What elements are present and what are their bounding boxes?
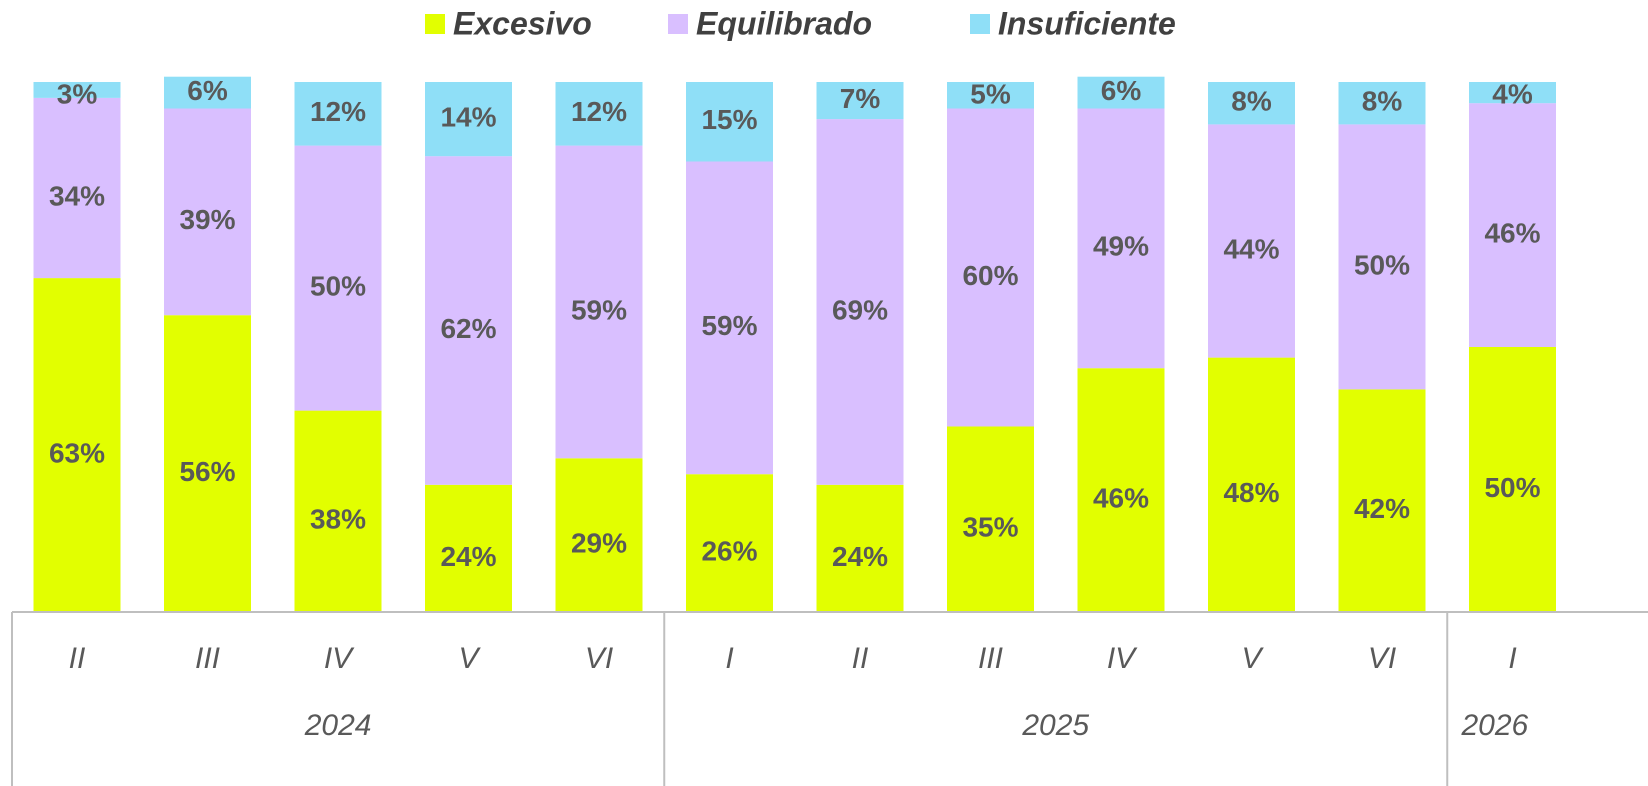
value-label: 39% [179, 204, 235, 235]
bar-segment [947, 426, 1034, 612]
bar-segment [686, 474, 773, 612]
value-label: 44% [1223, 233, 1279, 264]
value-label: 35% [962, 512, 1018, 543]
value-label: 4% [1492, 78, 1533, 109]
value-label: 34% [49, 180, 105, 211]
x-tick-label: IV [1107, 642, 1138, 675]
bar-segment [816, 82, 904, 120]
x-tick-label: IV [324, 642, 355, 675]
bar-segment [164, 76, 251, 109]
value-label: 7% [840, 83, 881, 114]
value-label: 69% [832, 294, 888, 325]
x-tick-label: I [725, 642, 733, 675]
bar-segment [164, 108, 251, 316]
value-label: 42% [1354, 493, 1410, 524]
bar-segment [947, 82, 1034, 109]
bar-segment [555, 145, 643, 459]
value-label: 26% [701, 535, 757, 566]
legend-label: Insuficiente [998, 5, 1176, 41]
bar-segment [1338, 82, 1426, 125]
value-label: 8% [1231, 86, 1272, 117]
x-tick-label: III [978, 642, 1003, 675]
value-label: 38% [310, 504, 366, 535]
value-label: 24% [832, 541, 888, 572]
group-label: 2026 [1461, 709, 1529, 742]
x-tick-label: VI [1368, 642, 1396, 675]
value-label: 46% [1093, 482, 1149, 513]
value-label: 3% [57, 78, 98, 109]
bar-segment [294, 82, 382, 146]
value-label: 62% [440, 313, 496, 344]
bar-segment [164, 315, 251, 612]
bar-segment [425, 484, 512, 612]
bar-segment [1469, 82, 1556, 104]
bar-segment [294, 410, 382, 612]
x-tick-label: V [1241, 642, 1264, 675]
x-tick-label: II [69, 642, 86, 675]
value-label: 14% [440, 101, 496, 132]
value-label: 59% [701, 310, 757, 341]
value-label: 59% [571, 294, 627, 325]
bar-segment [816, 484, 904, 612]
bar-segment [33, 82, 121, 98]
bar-segment [1469, 103, 1556, 347]
bar-segment [33, 97, 121, 279]
bar-segment [425, 82, 512, 157]
bar-segment [686, 161, 773, 475]
value-label: 29% [571, 528, 627, 559]
bar-segment [1077, 108, 1165, 369]
value-label: 12% [310, 96, 366, 127]
bar-segment [816, 119, 904, 485]
legend-swatch [425, 14, 445, 34]
value-label: 5% [970, 78, 1011, 109]
bar-segment [1338, 124, 1426, 390]
bar-segment [947, 108, 1034, 427]
bar-segment [1077, 368, 1165, 612]
value-label: 6% [1101, 75, 1142, 106]
bar-segment [1077, 76, 1165, 109]
legend-swatch [970, 14, 990, 34]
legend-label: Equilibrado [696, 5, 872, 41]
value-label: 60% [962, 260, 1018, 291]
value-label: 8% [1362, 86, 1403, 117]
bar-segment [33, 278, 121, 612]
x-tick-label: VI [585, 642, 613, 675]
bar-segment [1208, 124, 1295, 358]
value-label: 12% [571, 96, 627, 127]
bar-segment [1208, 82, 1295, 125]
bar-segment [294, 145, 382, 411]
bar-segment [555, 458, 643, 612]
value-label: 48% [1223, 477, 1279, 508]
bar-segment [555, 82, 643, 146]
value-label: 15% [701, 104, 757, 135]
value-label: 50% [1484, 472, 1540, 503]
group-label: 2025 [1021, 709, 1089, 742]
legend-label: Excesivo [453, 5, 592, 41]
group-label: 2024 [304, 709, 372, 742]
x-tick-label: I [1508, 642, 1516, 675]
value-label: 50% [310, 270, 366, 301]
value-label: 24% [440, 541, 496, 572]
bar-segment [1469, 347, 1556, 612]
legend-swatch [668, 14, 688, 34]
value-label: 50% [1354, 249, 1410, 280]
bar-segment [686, 82, 773, 162]
value-label: 6% [187, 75, 228, 106]
value-label: 56% [179, 456, 235, 487]
bar-segment [425, 156, 512, 485]
x-tick-label: V [458, 642, 481, 675]
x-tick-label: III [195, 642, 220, 675]
value-label: 49% [1093, 231, 1149, 262]
bar-segment [1338, 389, 1426, 612]
bar-segment [1208, 357, 1295, 612]
x-tick-label: II [852, 642, 869, 675]
value-label: 63% [49, 437, 105, 468]
value-label: 46% [1484, 217, 1540, 248]
